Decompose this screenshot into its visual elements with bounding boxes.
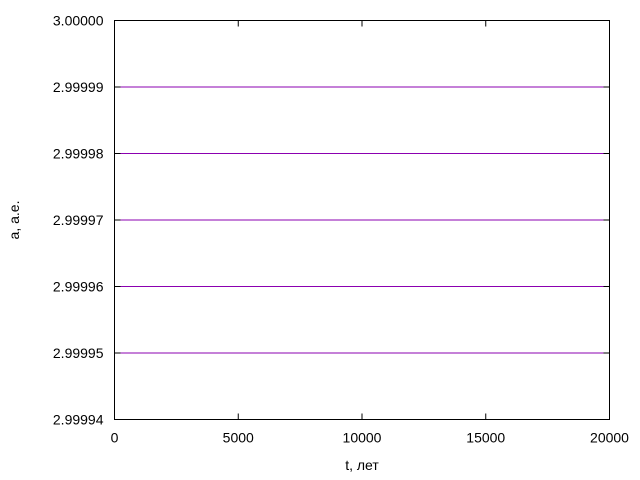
- x-tick-label: 0: [111, 430, 119, 446]
- x-axis-label: t, лет: [345, 457, 379, 473]
- y-tick-label: 2.99994: [53, 412, 104, 428]
- y-tick-label: 2.99996: [53, 279, 104, 295]
- y-tick-label: 2.99998: [53, 146, 104, 162]
- y-axis-label: a, а.е.: [6, 201, 22, 240]
- x-tick-label: 10000: [343, 430, 382, 446]
- x-tick-label: 5000: [223, 430, 254, 446]
- ticks-layer: 2.99994 2.99995 2.99996 2.99997 2.99998 2.999…: [53, 13, 629, 446]
- y-tick-label: 2.99995: [53, 345, 104, 361]
- series-layer: [114, 86, 610, 354]
- x-tick-label: 15000: [466, 430, 505, 446]
- y-tick-label: 2.99999: [53, 79, 104, 95]
- y-tick-label: 3.00000: [53, 13, 104, 29]
- x-tick-label: 20000: [590, 430, 629, 446]
- plot-frame: [114, 20, 610, 420]
- y-tick-label: 2.99997: [53, 212, 104, 228]
